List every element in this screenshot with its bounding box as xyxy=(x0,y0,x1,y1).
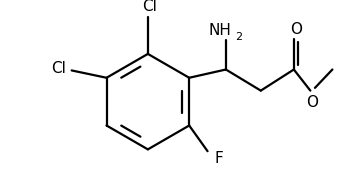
Text: F: F xyxy=(214,151,223,166)
Text: O: O xyxy=(306,95,318,110)
Text: Cl: Cl xyxy=(51,61,66,76)
Text: Cl: Cl xyxy=(142,0,157,14)
Text: O: O xyxy=(290,22,302,37)
Text: NH: NH xyxy=(209,23,232,37)
Text: 2: 2 xyxy=(235,32,242,42)
